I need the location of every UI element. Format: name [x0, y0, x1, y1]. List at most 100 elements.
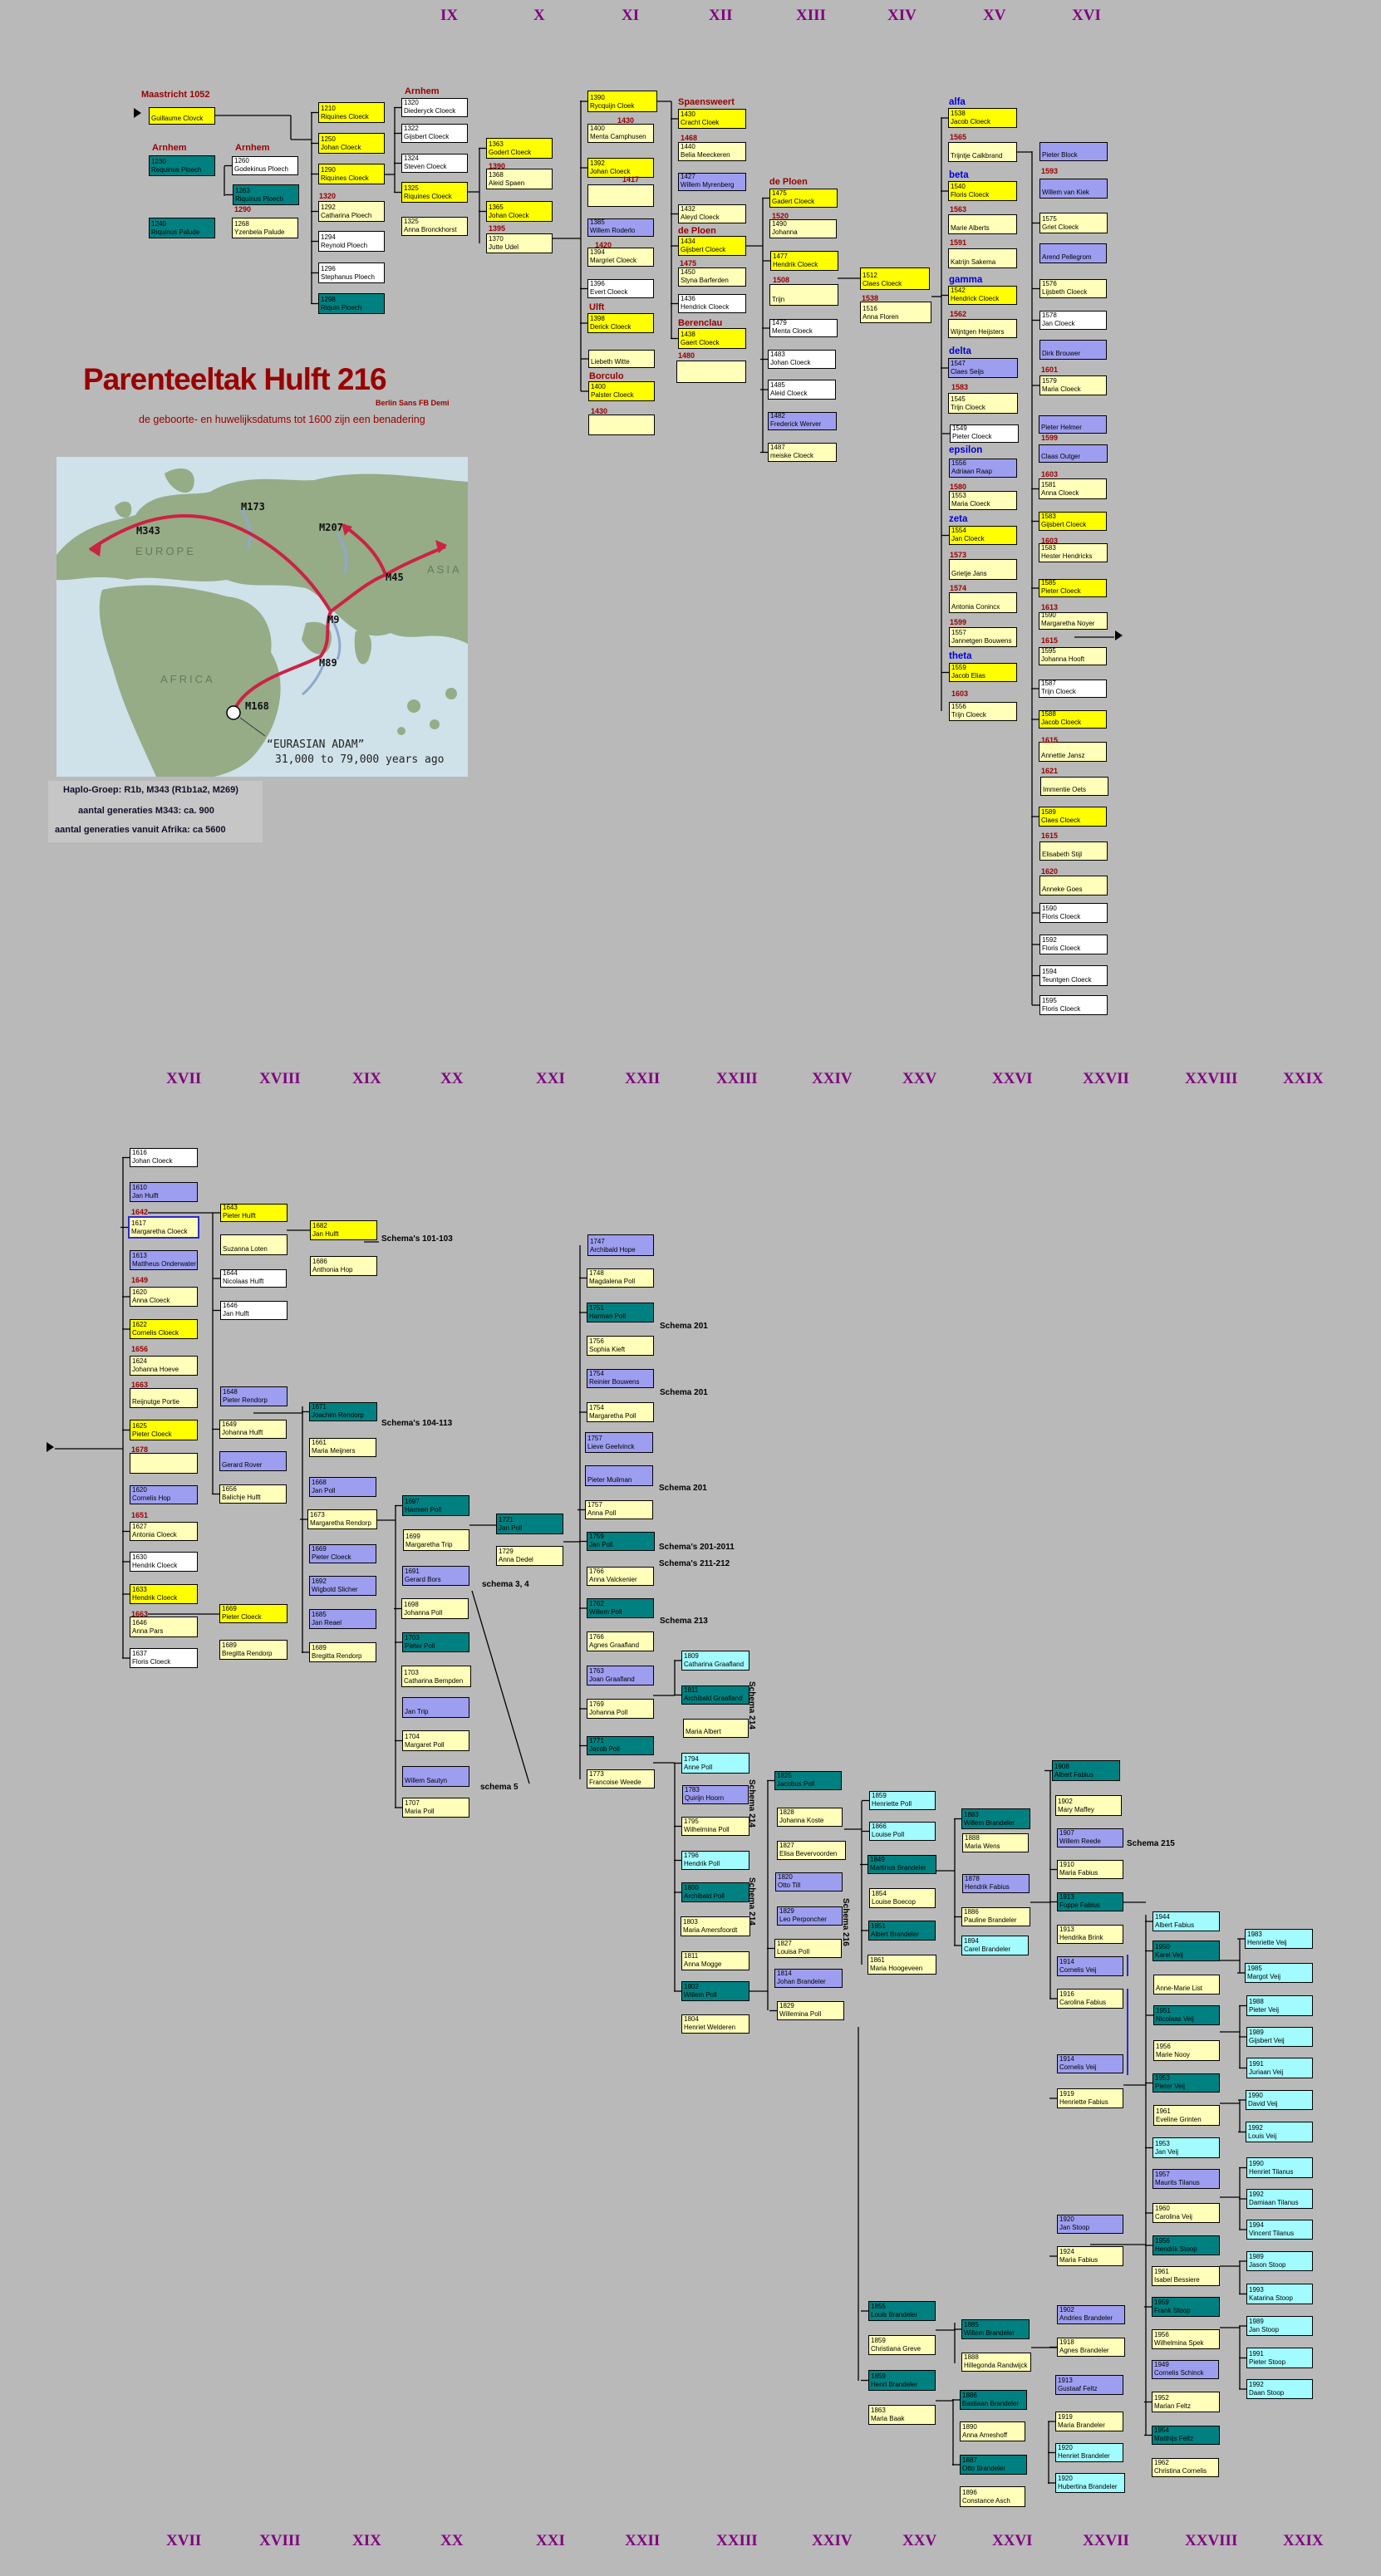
person-name: Trijn Cloeck [951, 711, 986, 719]
marriage-year: 1593 [1041, 167, 1059, 175]
person-box: 1575 Griet Cloeck [1039, 213, 1108, 233]
person-name: Jacob Cloeck [951, 118, 991, 125]
person-name: Jan Cloeck [951, 535, 985, 542]
person-name: Martinus Brandeler [870, 1864, 926, 1872]
schema-label: Schema 201 [660, 1322, 708, 1331]
schema-label: Schema 213 [660, 1617, 708, 1626]
person-year: 1553 [951, 492, 966, 499]
person-name: Willem Roderlo [590, 227, 636, 234]
person-box: 1479 Menta Cloeck [769, 319, 838, 337]
person-box: 1646 Jan Hulft [220, 1301, 288, 1320]
person-year: 1962 [1154, 2459, 1169, 2466]
title-block: Parenteeltak Hulft 216 Berlin Sans FB De… [83, 362, 548, 425]
person-name: Johan Cloeck [132, 1157, 173, 1165]
schema-label: Schema 216 [841, 1898, 850, 1946]
person-box: 1773 Francoise Weede [587, 1769, 655, 1788]
person-box: 1913 Gustaaf Feltz [1055, 2375, 1123, 2395]
person-box: 1691 Gerard Bors [402, 1566, 469, 1586]
person-box: 1682 Jan Hulft [310, 1220, 377, 1240]
person-box [587, 184, 654, 207]
person-box: 1643 Pieter Hulft [220, 1204, 288, 1222]
person-name: Jan Veij [1155, 2148, 1179, 2156]
person-name: Jan Hulft [132, 1192, 159, 1200]
roman-numeral: XXIX [1283, 1070, 1324, 1087]
person-year: 1794 [684, 1755, 699, 1763]
roman-numeral: XX [440, 1070, 464, 1087]
person-year: 1756 [589, 1337, 604, 1345]
person-name: Christiana Greve [871, 2345, 921, 2353]
india [354, 631, 372, 665]
person-box: 1990 Henriet Tilanus [1246, 2157, 1313, 2178]
schema-label: schema 5 [480, 1783, 518, 1792]
person-year: 1902 [1059, 2306, 1074, 2313]
person-name: Palster Cloeck [591, 391, 634, 399]
person-box: 1298 Riquin Ploech [318, 293, 385, 314]
person-year: 1883 [964, 1811, 979, 1818]
person-box: 1829 Leo Perponcher [777, 1906, 843, 1926]
person-box: 1800 Archibald Poll [681, 1882, 749, 1902]
person-name: Leo Perponcher [779, 1916, 827, 1923]
person-box: 1538 Jacob Cloeck [948, 108, 1017, 128]
person-box: 1890 Anna Ameshoff [960, 2421, 1025, 2441]
person-year: 1859 [871, 2337, 886, 2344]
person-name: Willem Poll [684, 1991, 717, 1999]
person-box: 1325 Anna Bronckhorst [401, 217, 468, 236]
person-name: Joan Graafland [589, 1676, 635, 1683]
person-box: 1512 Claes Cloeck [860, 267, 930, 290]
person-box: 1950 Karel Veij [1152, 1941, 1220, 1961]
person-box: 1633 Hendrik Cloeck [130, 1584, 198, 1604]
person-box: 1951 Nicolaas Veij [1153, 2005, 1220, 2025]
roman-numeral: XXII [625, 1070, 661, 1087]
roman-numeral: XVII [166, 1070, 202, 1087]
person-name: Otto Brandeler [962, 2465, 1006, 2472]
person-year: 1992 [1249, 2191, 1264, 2198]
person-name: Louis Brandeler [871, 2311, 918, 2318]
person-name: Maria Wens [965, 1842, 1000, 1850]
marriage-year: 1480 [678, 351, 695, 360]
red-migration-trunk [88, 514, 333, 714]
person-name: Riquinus Ploech [235, 195, 283, 203]
person-name: Claes Cloeck [1041, 817, 1081, 824]
person-box: 1991 Juriaan Veij [1246, 2058, 1313, 2078]
person-box [676, 361, 746, 383]
person-year: 1549 [952, 424, 967, 432]
person-box: 1363 Godert Cloeck [486, 138, 553, 159]
person-year: 1610 [132, 1184, 147, 1191]
person-box: 1583 Hester Hendricks [1039, 543, 1108, 562]
person-year: 1585 [1041, 579, 1056, 586]
blue-migration-arc [302, 662, 326, 696]
person-box: 1703 Pieter Poll [402, 1632, 469, 1652]
person-year: 1820 [778, 1873, 793, 1881]
person-box: 1962 Christina Cornelis [1152, 2458, 1219, 2477]
person-box: Maria Albert [683, 1719, 749, 1738]
person-name: Claas Outger [1041, 453, 1081, 460]
person-box: 1516 Anna Floren [860, 302, 931, 323]
person-name: Hendrick Cloeck [681, 303, 730, 311]
marriage-year: 1601 [1041, 366, 1059, 374]
person-year: 1669 [312, 1545, 327, 1553]
person-name: Mattheus Onderwater [132, 1260, 196, 1268]
person-name: Maria Brandeler [1058, 2421, 1105, 2429]
person-box: 1859 Christiana Greve [868, 2335, 936, 2355]
person-year: 1385 [590, 218, 605, 226]
roman-numeral: XVII [166, 2532, 202, 2549]
eurasian-adam-origin [226, 705, 241, 720]
person-box: 1576 Lijsbeth Cloeck [1039, 279, 1107, 298]
marriage-year: 1678 [131, 1445, 149, 1454]
person-box: 1545 Trijn Cloeck [948, 393, 1018, 414]
person-box: 1829 Willemina Poll [777, 2001, 844, 2020]
person-year: 1961 [1154, 2268, 1169, 2275]
person-name: Otto Till [778, 1882, 801, 1889]
person-name: Antonia Conincx [951, 603, 1000, 611]
marriage-year: 1603 [1041, 470, 1059, 478]
person-year: 1811 [684, 1952, 699, 1960]
person-box: 1485 Aleid Cloeck [768, 380, 836, 400]
person-year: 1951 [1156, 2007, 1171, 2014]
person-year: 1878 [965, 1875, 980, 1882]
person-box: 1883 Willem Brandeler [961, 1808, 1030, 1829]
person-name: Anna Mogge [684, 1960, 722, 1968]
person-name: Riquinus Palude [151, 228, 200, 236]
person-name: Francoise Weede [589, 1779, 641, 1786]
person-box: 1542 Hendrick Cloeck [948, 286, 1017, 305]
person-name: Willem Brandeler [964, 1819, 1015, 1827]
